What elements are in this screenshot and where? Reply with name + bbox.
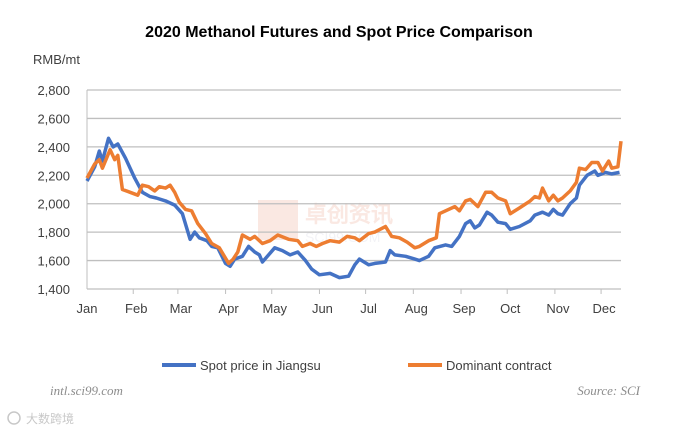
x-tick-label: Dec: [593, 301, 617, 316]
x-tick-label: Feb: [125, 301, 147, 316]
watermark-logo: 大数跨境: [7, 411, 74, 426]
chart-title: 2020 Methanol Futures and Spot Price Com…: [145, 24, 533, 41]
y-tick-label: 1,800: [37, 225, 70, 240]
legend: Spot price in Jiangsu Dominant contract: [162, 358, 552, 373]
svg-text:大数跨境: 大数跨境: [26, 411, 74, 426]
website-footer: intl.sci99.com: [50, 383, 123, 398]
y-tick-label: 2,200: [37, 168, 70, 183]
source-footer: Source: SCI: [577, 383, 640, 398]
svg-text:卓创资讯: 卓创资讯: [305, 202, 393, 227]
center-watermark: 卓创资讯 SCI99.COM: [258, 200, 393, 245]
svg-text:SCI99.COM: SCI99.COM: [305, 229, 380, 245]
x-tick-label: Sep: [452, 301, 475, 316]
series-line-spot-price: [85, 136, 620, 280]
y-axis-label: RMB/mt: [33, 52, 80, 67]
x-tick-label: Jan: [77, 301, 98, 316]
y-tick-label: 2,000: [37, 197, 70, 212]
y-tick-label: 1,400: [37, 282, 70, 297]
y-tick-label: 1,600: [37, 254, 70, 269]
x-tick-label: Aug: [405, 301, 428, 316]
y-tick-label: 2,400: [37, 140, 70, 155]
x-tick-label: Jul: [360, 301, 377, 316]
legend-label-spot: Spot price in Jiangsu: [200, 358, 321, 373]
legend-label-contract: Dominant contract: [446, 358, 552, 373]
x-tick-label: Oct: [500, 301, 521, 316]
x-tick-label: Jun: [312, 301, 333, 316]
y-tick-label: 2,800: [37, 83, 70, 98]
x-tick-label: Apr: [218, 301, 239, 316]
x-tick-label: May: [262, 301, 287, 316]
series-line-dominant-contract: [85, 140, 623, 266]
y-tick-label: 2,600: [37, 111, 70, 126]
x-tick-label: Mar: [170, 301, 193, 316]
x-tick-label: Nov: [546, 301, 570, 316]
